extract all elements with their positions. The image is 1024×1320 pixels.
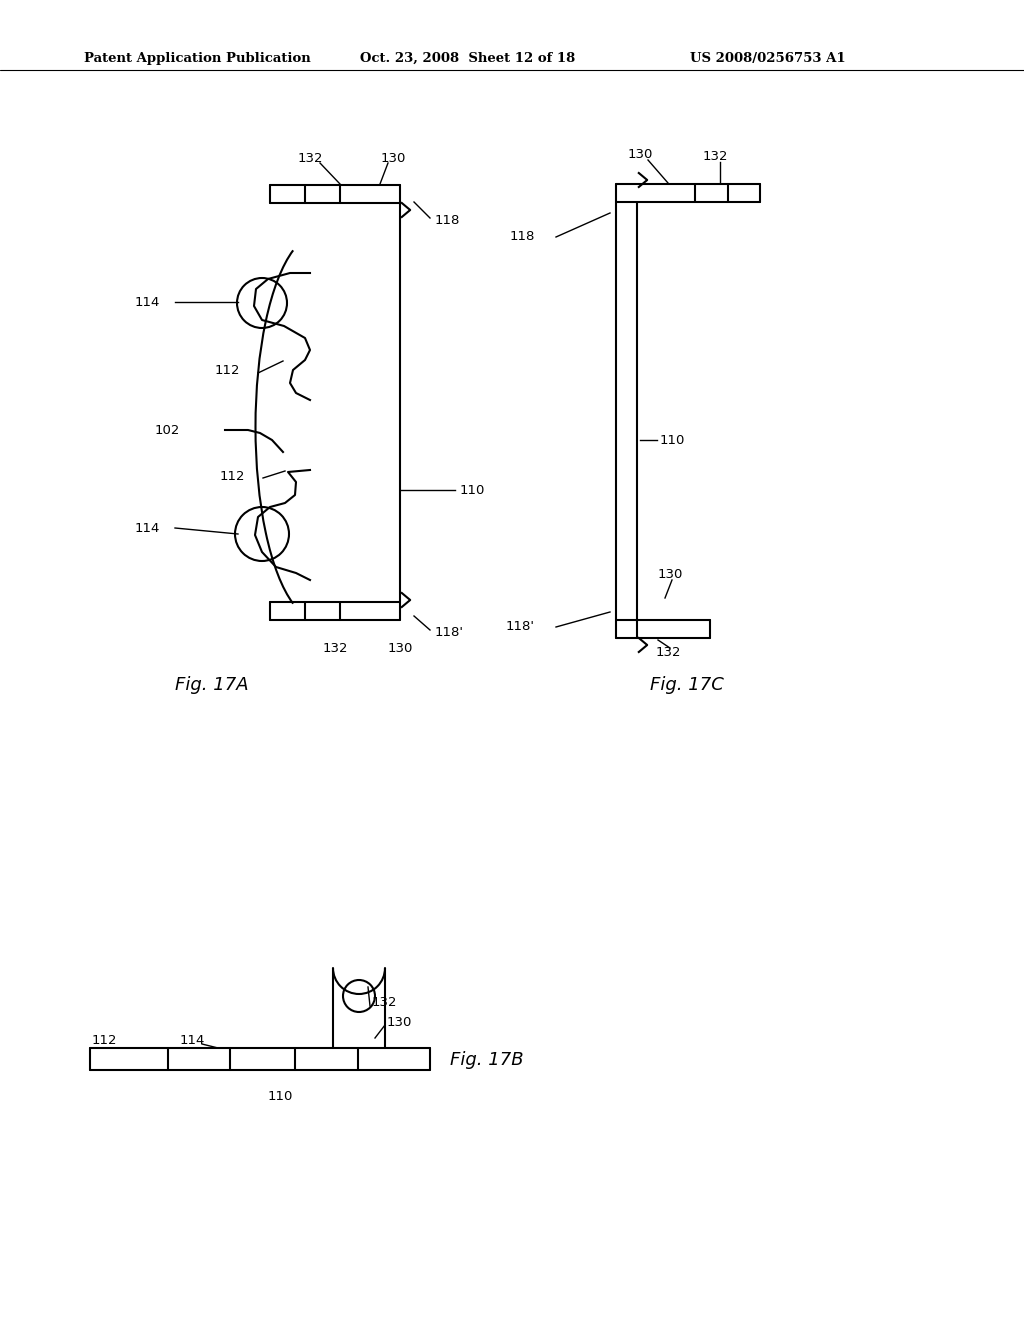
Text: 110: 110 [267,1090,293,1104]
Text: 102: 102 [155,424,180,437]
Text: Fig. 17A: Fig. 17A [175,676,249,694]
Text: 118: 118 [510,231,535,243]
Text: 130: 130 [387,642,413,655]
Text: 130: 130 [657,569,683,582]
Text: 132: 132 [655,645,681,659]
Text: US 2008/0256753 A1: US 2008/0256753 A1 [690,51,846,65]
Text: 118': 118' [506,620,535,634]
Text: 110: 110 [460,483,485,496]
Text: 130: 130 [628,149,652,161]
Text: Patent Application Publication: Patent Application Publication [84,51,310,65]
Text: 114: 114 [134,521,160,535]
Text: Fig. 17C: Fig. 17C [650,676,724,694]
Text: 110: 110 [660,433,685,446]
Text: 114: 114 [179,1034,205,1047]
Text: 114: 114 [134,296,160,309]
Text: 132: 132 [702,149,728,162]
Text: Oct. 23, 2008  Sheet 12 of 18: Oct. 23, 2008 Sheet 12 of 18 [360,51,575,65]
Text: 132: 132 [372,997,397,1010]
Text: 132: 132 [323,642,348,655]
Text: 118': 118' [435,626,464,639]
Text: 112: 112 [92,1034,118,1047]
Text: 112: 112 [214,364,240,378]
Text: 112: 112 [219,470,245,483]
Text: Fig. 17B: Fig. 17B [450,1051,523,1069]
Text: 132: 132 [297,152,323,165]
Text: 130: 130 [387,1015,413,1028]
Text: 130: 130 [380,152,406,165]
Text: 118: 118 [435,214,461,227]
